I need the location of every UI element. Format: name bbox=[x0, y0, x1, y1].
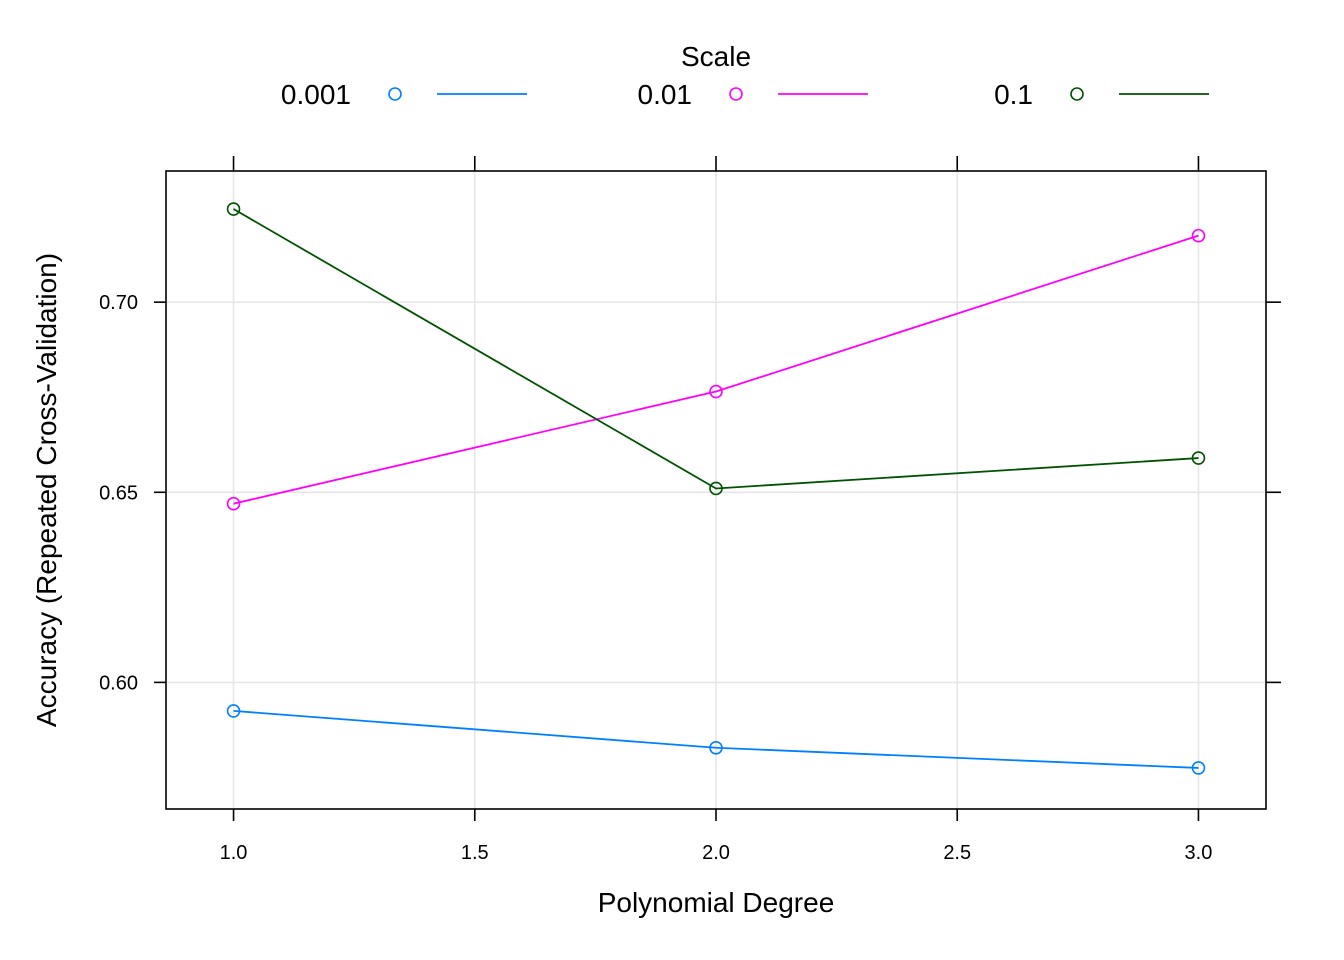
legend-title: Scale bbox=[681, 41, 751, 72]
data-point bbox=[709, 384, 723, 399]
series-points bbox=[226, 202, 1206, 775]
legend-label: 0.01 bbox=[638, 79, 693, 110]
x-tick-label: 2.5 bbox=[943, 842, 971, 864]
series-line-2 bbox=[233, 234, 1199, 505]
y-tick-label: 0.60 bbox=[99, 672, 138, 694]
x-tick-label: 1.5 bbox=[461, 842, 489, 864]
data-point bbox=[709, 481, 723, 496]
legend-label: 0.1 bbox=[994, 79, 1033, 110]
axis-ticks bbox=[154, 156, 1281, 821]
series-line-1 bbox=[233, 710, 1199, 769]
legend: 0.001 0.01 0.1 bbox=[281, 79, 1209, 110]
legend-point-symbol bbox=[388, 87, 402, 101]
legend-label: 0.001 bbox=[281, 79, 351, 110]
data-point bbox=[1191, 451, 1206, 465]
y-tick-label: 0.65 bbox=[99, 482, 138, 504]
gridlines bbox=[166, 171, 1266, 809]
x-tick-label: 3.0 bbox=[1185, 842, 1213, 864]
data-point bbox=[1191, 761, 1206, 775]
data-point bbox=[1191, 228, 1206, 243]
data-point bbox=[226, 704, 241, 718]
y-tick-label: 0.70 bbox=[99, 292, 138, 314]
x-axis-label: Polynomial Degree bbox=[598, 887, 835, 918]
x-tick-labels: 1.0 1.5 2.0 2.5 3.0 bbox=[220, 842, 1213, 864]
series-line-3 bbox=[233, 208, 1199, 490]
data-point bbox=[709, 740, 723, 755]
x-tick-label: 1.0 bbox=[220, 842, 248, 864]
data-point bbox=[226, 496, 241, 511]
y-tick-labels: 0.60 0.65 0.70 bbox=[99, 292, 138, 694]
series-lines bbox=[233, 208, 1199, 769]
data-point bbox=[226, 202, 241, 216]
y-axis-label: Accuracy (Repeated Cross-Validation) bbox=[31, 253, 62, 727]
legend-point-symbol bbox=[1070, 87, 1084, 101]
x-tick-label: 2.0 bbox=[702, 842, 730, 864]
legend-point-symbol bbox=[729, 87, 743, 101]
